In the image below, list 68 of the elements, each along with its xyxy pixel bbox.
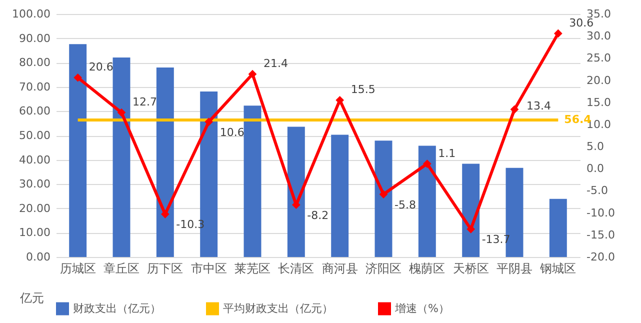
data-label: 15.5 xyxy=(350,83,376,96)
x-tick-label: 济阳区 xyxy=(366,262,402,276)
point xyxy=(554,29,562,38)
y2-tick-label: 5.0 xyxy=(586,140,604,154)
y2-tick-label: -10.0 xyxy=(586,206,615,220)
y-tick-label: 60.00 xyxy=(19,104,50,118)
y2-tick-label: -5.0 xyxy=(586,184,608,198)
x-tick-label: 历城区 xyxy=(60,262,96,276)
y-tick-label: 40.00 xyxy=(19,153,50,166)
bar xyxy=(156,67,174,257)
legend-label: 增速（%） xyxy=(394,302,450,315)
legend-label: 财政支出（亿元） xyxy=(73,302,161,315)
x-tick-label: 章丘区 xyxy=(104,262,140,276)
y2-tick-label: 20.0 xyxy=(586,74,611,87)
y-tick-label: 0.00 xyxy=(26,250,50,264)
data-label: 1.1 xyxy=(438,146,456,160)
y2-tick-label: 30.0 xyxy=(586,30,611,43)
x-tick-label: 天桥区 xyxy=(452,262,489,276)
data-label: -5.8 xyxy=(394,198,416,212)
point xyxy=(74,73,82,82)
point xyxy=(379,190,388,198)
data-label: 20.6 xyxy=(88,60,114,74)
point xyxy=(510,105,519,114)
x-tick-label: 平阴县 xyxy=(496,262,532,276)
y-tick-label: 100.00 xyxy=(12,8,50,20)
y-tick-label: 20.00 xyxy=(19,202,50,215)
data-label: 21.4 xyxy=(264,57,288,70)
x-tick-label: 莱芜区 xyxy=(234,262,270,276)
bar xyxy=(112,57,130,257)
x-tick-label: 市中区 xyxy=(190,262,227,276)
y-tick-label: 10.00 xyxy=(19,226,50,240)
bar xyxy=(418,146,436,257)
legend-label: 平均财政支出（亿元） xyxy=(223,302,333,315)
x-tick-label: 商河县 xyxy=(322,262,358,276)
y-tick-label: 30.00 xyxy=(19,178,50,191)
data-label: 13.4 xyxy=(526,99,551,112)
point xyxy=(204,118,214,126)
point xyxy=(160,210,170,218)
x-tick-label: 长清区 xyxy=(278,262,314,276)
y2-tick-label: 25.0 xyxy=(586,52,611,65)
y2-tick-label: 0.0 xyxy=(586,162,604,176)
text: 亿元 xyxy=(20,290,44,307)
x-tick-label: 钢城区 xyxy=(539,262,576,276)
y-tick-label: 70.00 xyxy=(19,80,50,94)
y2-tick-label: -20.0 xyxy=(586,250,615,264)
y-tick-label: 50.00 xyxy=(19,129,50,142)
point xyxy=(466,224,476,234)
data-label: -8.2 xyxy=(307,208,329,222)
data-label: 12.7 xyxy=(132,96,157,109)
bar xyxy=(331,134,349,257)
y2-tick-label: -15.0 xyxy=(586,228,615,242)
x-tick-label: 历下区 xyxy=(147,262,184,276)
point xyxy=(248,70,257,78)
point xyxy=(117,108,126,117)
data-label: 10.6 xyxy=(220,126,244,139)
y2-tick-label: 15.0 xyxy=(586,96,611,109)
point xyxy=(422,160,432,168)
point xyxy=(336,96,344,104)
bar xyxy=(287,126,305,257)
y-tick-label: 80.00 xyxy=(19,56,50,70)
bar xyxy=(374,140,392,257)
bar xyxy=(462,164,480,257)
y-tick-label: 90.00 xyxy=(19,32,50,45)
data-label: 30.6 xyxy=(569,16,594,30)
bar xyxy=(549,198,567,257)
bar xyxy=(244,106,262,257)
bar xyxy=(69,44,87,257)
x-tick-label: 槐荫区 xyxy=(409,262,446,276)
